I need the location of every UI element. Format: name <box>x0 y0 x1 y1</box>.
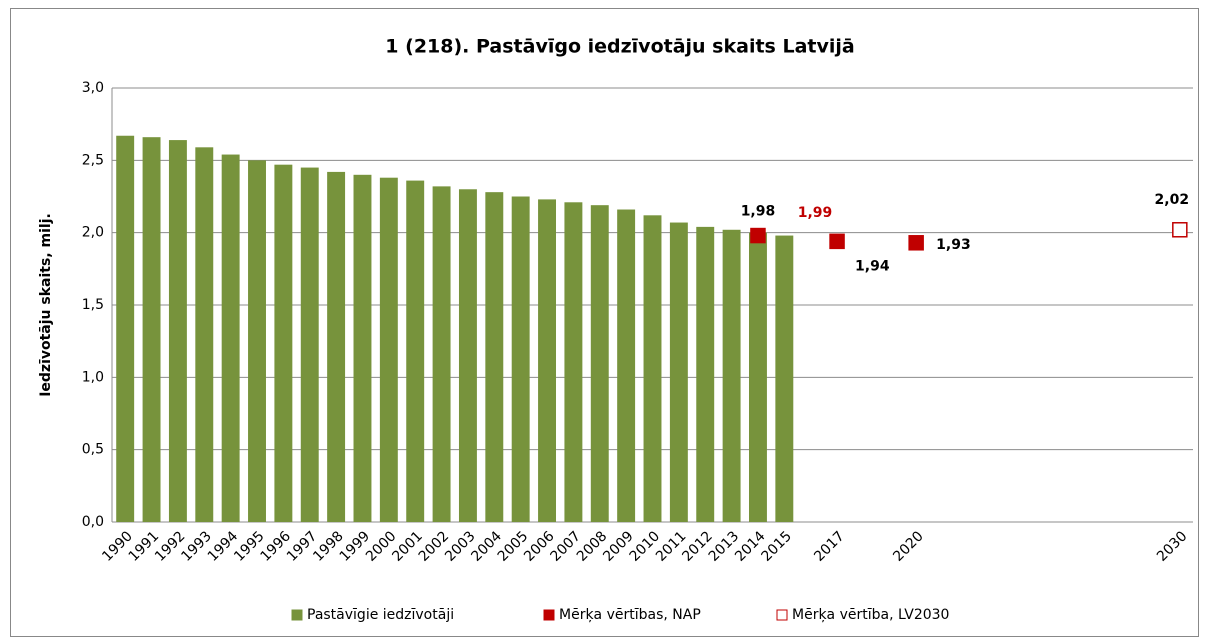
legend-label: Mērķa vērtība, LV2030 <box>792 607 949 623</box>
bar <box>511 196 530 522</box>
bar <box>748 232 767 522</box>
bar <box>669 222 688 523</box>
annotation: 1,99 <box>798 205 833 221</box>
bar <box>248 160 266 523</box>
bar <box>538 199 557 523</box>
data-label: 1,94 <box>855 258 890 274</box>
bar <box>458 189 477 522</box>
y-tick-label: 2,5 <box>82 152 104 168</box>
marker <box>908 235 924 251</box>
bar <box>379 177 398 522</box>
bar <box>300 167 319 523</box>
y-tick-label: 2,0 <box>82 225 104 241</box>
data-label: 2,02 <box>1155 192 1190 208</box>
bar <box>353 174 372 523</box>
legend-swatch <box>291 609 303 621</box>
bar <box>564 202 583 522</box>
bar <box>643 215 662 522</box>
bar <box>195 147 214 522</box>
bar <box>722 229 741 523</box>
y-axis-label: Iedzīvotāju skaits, milj. <box>38 213 54 397</box>
bar <box>775 235 794 522</box>
bar <box>485 192 504 522</box>
bar <box>327 171 346 522</box>
marker <box>829 233 845 250</box>
bar <box>590 205 609 522</box>
marker <box>1172 222 1188 238</box>
y-tick-label: 1,5 <box>82 297 104 313</box>
bar <box>406 180 425 522</box>
bar <box>617 209 636 522</box>
data-label: 1,93 <box>936 237 971 253</box>
y-tick-label: 1,0 <box>82 369 104 385</box>
bar <box>168 140 187 522</box>
y-tick-label: 3,0 <box>82 80 104 96</box>
chart-title: 1 (218). Pastāvīgo iedzīvotāju skaits La… <box>385 36 854 58</box>
bar <box>142 137 161 523</box>
marker <box>750 227 766 244</box>
y-tick-label: 0,5 <box>82 442 104 458</box>
legend-swatch <box>776 609 788 621</box>
legend-swatch <box>543 609 555 621</box>
bar <box>221 154 240 522</box>
legend-label: Mērķa vērtības, NAP <box>559 607 701 623</box>
data-label: 1,98 <box>741 204 776 220</box>
legend-label: Pastāvīgie iedzīvotāji <box>307 607 454 623</box>
y-tick-label: 0,0 <box>82 514 104 530</box>
bar <box>116 135 135 523</box>
bar <box>696 226 715 522</box>
bar <box>432 186 451 522</box>
bar <box>274 164 293 522</box>
